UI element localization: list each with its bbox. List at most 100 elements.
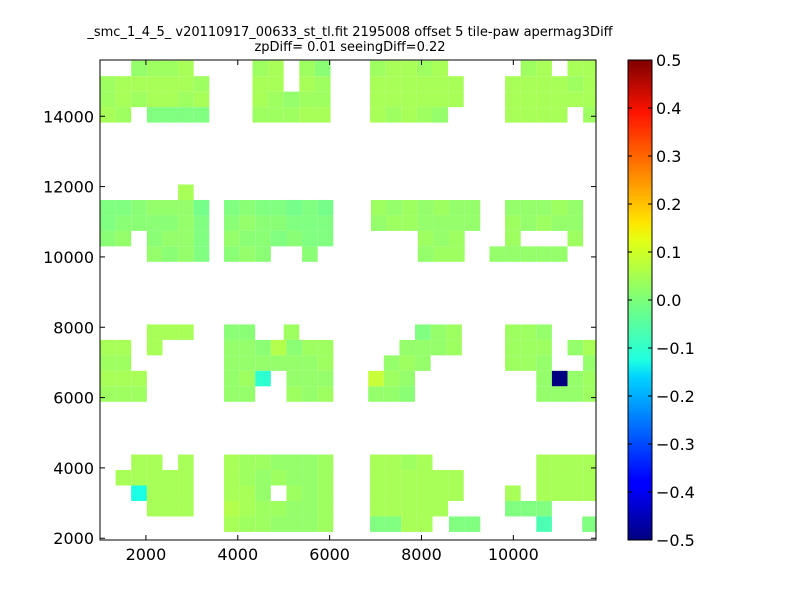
heatmap-cell — [520, 324, 537, 340]
heatmap-cell — [239, 500, 256, 517]
heatmap-cell — [536, 454, 552, 471]
heatmap-cell — [268, 76, 284, 92]
heatmap-cell — [224, 230, 240, 247]
colorbar-tick-label: −0.2 — [656, 387, 695, 406]
heatmap-cell — [433, 230, 450, 247]
y-tick-label: 8000 — [53, 318, 94, 337]
heatmap-cell — [302, 516, 318, 532]
heatmap-cell — [583, 470, 596, 486]
heatmap-cell — [505, 485, 521, 501]
heatmap-cell — [567, 76, 584, 92]
heatmap-cell — [224, 215, 240, 231]
heatmap-cell — [224, 454, 240, 471]
heatmap-cell — [239, 386, 256, 402]
heatmap-cell — [224, 516, 240, 532]
heatmap-cell — [302, 370, 318, 387]
heatmap-cell — [505, 215, 521, 231]
heatmap-cell — [255, 355, 271, 371]
heatmap-cell — [536, 246, 552, 262]
heatmap-cell — [368, 386, 384, 402]
heatmap-cell — [370, 60, 386, 77]
chart-title: _smc_1_4_5_ v20110917_00633_st_tl.fit 21… — [87, 25, 613, 40]
heatmap-cell — [146, 324, 163, 340]
heatmap-cell — [432, 485, 449, 501]
heatmap-cell — [286, 386, 303, 402]
heatmap-cell — [270, 500, 287, 517]
heatmap-cell — [399, 370, 416, 387]
heatmap-cell — [162, 230, 179, 247]
heatmap-cell — [131, 485, 147, 501]
heatmap-cell — [416, 454, 433, 471]
heatmap-cell — [239, 246, 256, 262]
heatmap-cell — [370, 91, 386, 108]
heatmap-cell — [115, 370, 132, 387]
heatmap-cell — [299, 60, 315, 77]
heatmap-cell — [464, 199, 481, 216]
heatmap-cell — [430, 324, 447, 340]
heatmap-cell — [520, 91, 537, 108]
heatmap-cell — [224, 386, 240, 402]
heatmap-cell — [536, 516, 552, 532]
heatmap-cell — [146, 215, 163, 231]
heatmap-cell — [582, 516, 596, 532]
heatmap-cell — [567, 199, 584, 216]
heatmap-cell — [399, 339, 416, 356]
heatmap-cell — [178, 91, 194, 108]
colorbar-tick-label: 0.4 — [656, 99, 681, 118]
heatmap-cell — [551, 76, 568, 92]
heatmap-cell — [317, 516, 334, 532]
heatmap-cell — [505, 76, 521, 92]
heatmap-cell — [239, 324, 256, 340]
heatmap-cell — [567, 230, 584, 247]
heatmap-cell — [193, 215, 210, 231]
heatmap-cell — [385, 107, 402, 123]
heatmap-cell — [255, 199, 271, 216]
y-tick-label: 2000 — [53, 529, 94, 548]
heatmap-cell — [536, 470, 552, 486]
axes: 2000 4000 6000 8000 10000 2000 4000 6000 8000 100… — [43, 60, 596, 564]
heatmap-cell — [432, 60, 449, 77]
heatmap-cell — [178, 500, 194, 517]
heatmap-cell — [131, 91, 147, 108]
heatmap-cell — [162, 324, 179, 340]
heatmap-cell — [551, 485, 568, 501]
heatmap-cell — [520, 246, 537, 262]
heatmap-cell — [583, 91, 596, 108]
heatmap-cell — [314, 76, 331, 92]
heatmap-cell — [567, 470, 584, 486]
heatmap-cell — [317, 355, 334, 371]
heatmap-cell — [536, 500, 552, 517]
heatmap-cell — [239, 339, 256, 356]
colorbar-tick-label: 0.0 — [656, 291, 681, 310]
heatmap-cell — [536, 355, 552, 371]
heatmap-cell — [401, 500, 417, 517]
heatmap-cell — [178, 60, 194, 77]
heatmap-cell — [252, 91, 269, 108]
heatmap-cell — [464, 215, 481, 231]
heatmap-cell — [270, 454, 287, 471]
heatmap-cell — [224, 199, 240, 216]
heatmap-cell — [302, 500, 318, 517]
heatmap-cell — [286, 516, 303, 532]
heatmap-cell — [131, 386, 147, 402]
heatmap-cell — [505, 324, 521, 340]
heatmap-cell — [401, 454, 417, 471]
heatmap-cell — [224, 485, 240, 501]
heatmap-cell — [370, 76, 386, 92]
y-tick-label: 4000 — [53, 459, 94, 478]
heatmap-cell — [178, 485, 194, 501]
heatmap-cell — [100, 339, 116, 356]
heatmap-cell — [448, 470, 464, 486]
heatmap-cell — [551, 91, 568, 108]
heatmap-cell — [162, 199, 179, 216]
heatmap-cell — [317, 470, 334, 486]
heatmap-cell — [567, 386, 584, 402]
heatmap-cell — [224, 324, 240, 340]
heatmap-cell — [401, 91, 417, 108]
heatmap-cell — [567, 454, 584, 471]
heatmap-cell — [416, 91, 433, 108]
heatmap-cell — [239, 370, 256, 387]
heatmap-cell — [583, 60, 596, 77]
heatmap-cell — [583, 339, 596, 356]
heatmap-cell — [520, 76, 537, 92]
